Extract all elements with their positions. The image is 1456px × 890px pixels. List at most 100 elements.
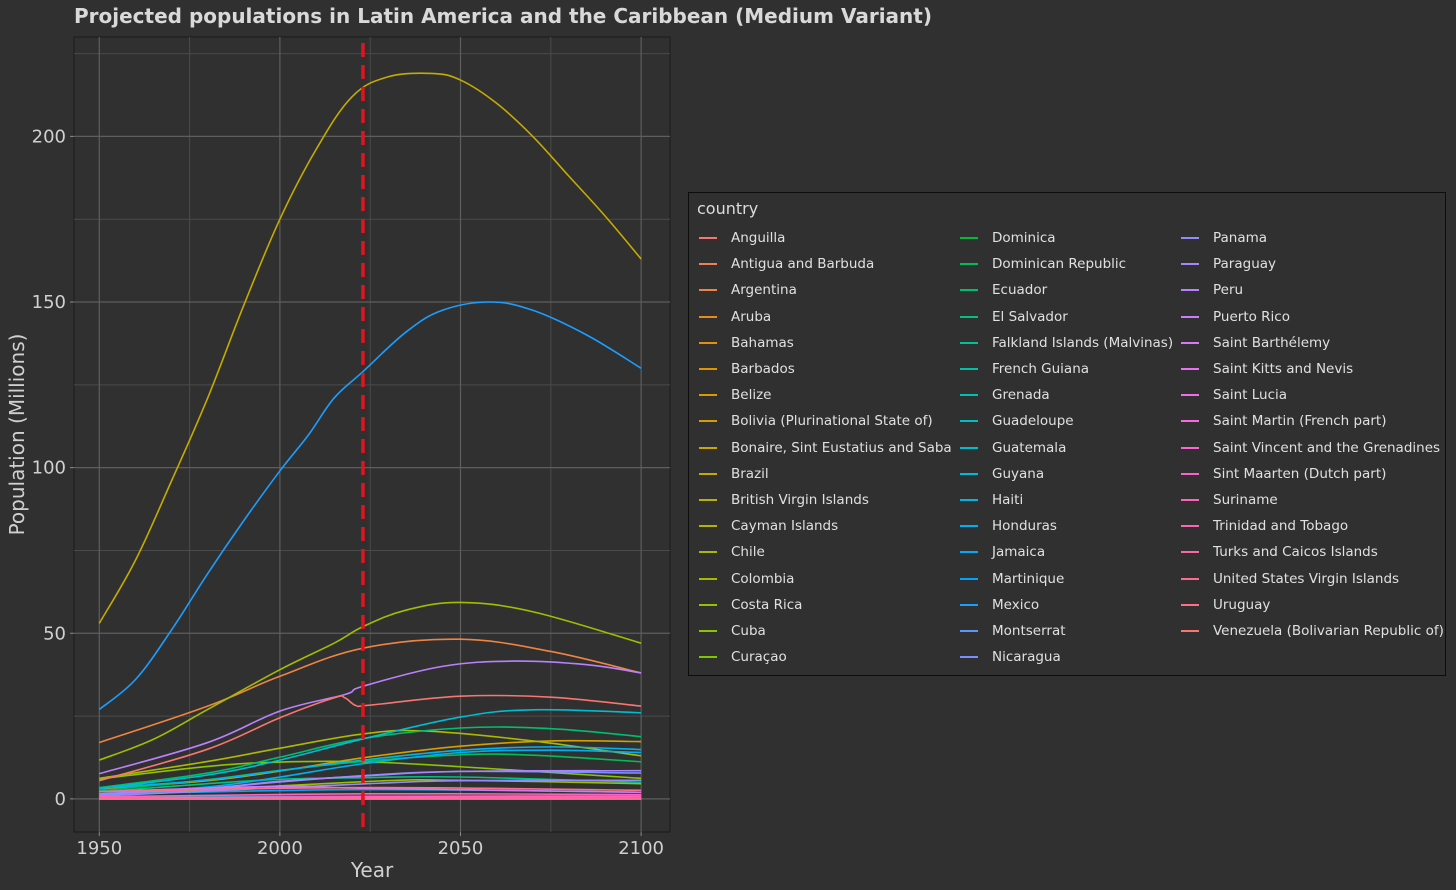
legend-key-swatch [960, 499, 978, 501]
grid [74, 37, 670, 832]
y-tick-label: 200 [32, 126, 66, 147]
legend-key-swatch [1181, 315, 1199, 318]
legend-key-swatch [1181, 551, 1199, 554]
legend-label: Colombia [731, 570, 795, 587]
legend-item-cura-ao: Curaçao [699, 646, 787, 668]
legend-item-bahamas: Bahamas [699, 332, 794, 354]
legend-key-swatch [1181, 237, 1199, 239]
legend-key-swatch [699, 630, 717, 632]
legend-key-swatch [1181, 341, 1199, 344]
series-line-puerto-rico [99, 785, 642, 794]
y-tick-label: 100 [32, 458, 66, 479]
legend-item-falkland-islands-malvinas: Falkland Islands (Malvinas) [960, 332, 1173, 354]
legend-title: country [697, 199, 759, 218]
legend-key-swatch [699, 263, 717, 266]
legend-key-swatch [1181, 289, 1199, 292]
legend-key-swatch [699, 420, 717, 423]
legend-item-aruba: Aruba [699, 306, 771, 328]
legend-key-swatch [960, 368, 978, 370]
legend-item-colombia: Colombia [699, 568, 794, 590]
legend-item-antigua-and-barbuda: Antigua and Barbuda [699, 253, 874, 275]
series-line-colombia [98, 601, 642, 761]
x-tick-label: 2100 [618, 838, 664, 859]
legend-label: Falkland Islands (Malvinas) [992, 334, 1174, 351]
legend-item-cayman-islands: Cayman Islands [699, 515, 838, 537]
legend-item-saint-barth-lemy: Saint Barthélemy [1181, 332, 1330, 354]
legend-key-swatch [1181, 446, 1199, 449]
plot-panel [73, 36, 671, 833]
legend-label: Puerto Rico [1213, 308, 1290, 325]
y-tick-label: 150 [32, 292, 66, 313]
legend-item-peru: Peru [1181, 279, 1243, 301]
legend-item-suriname: Suriname [1181, 489, 1278, 511]
chart-title: Projected populations in Latin America a… [74, 4, 932, 28]
legend-item-belize: Belize [699, 384, 771, 406]
legend-label: Belize [731, 387, 772, 404]
legend-item-mexico: Mexico [960, 594, 1039, 616]
legend-label: Nicaragua [992, 649, 1061, 666]
legend-item-paraguay: Paraguay [1181, 253, 1276, 275]
legend-key-swatch [1181, 420, 1199, 423]
legend-key-swatch [960, 263, 978, 266]
tick-labels: 1950 2000 2050 2100 0 50 100 150 200 [32, 126, 664, 859]
legend-item-el-salvador: El Salvador [960, 306, 1068, 328]
legend-key-swatch [699, 446, 717, 449]
x-tick-label: 2000 [257, 838, 303, 859]
legend-key-swatch [699, 289, 717, 292]
legend-key-swatch [699, 237, 717, 239]
y-tick-label: 50 [43, 623, 66, 644]
legend-key-swatch [960, 630, 978, 632]
legend-key-swatch [960, 446, 978, 449]
series-line-uruguay [99, 786, 642, 793]
legend-label: Saint Kitts and Nevis [1213, 361, 1354, 377]
legend-key-swatch [960, 237, 978, 239]
legend-label: Paraguay [1213, 256, 1277, 273]
legend-key-swatch [1181, 368, 1199, 370]
legend-label: Guyana [992, 465, 1045, 482]
legend-item-honduras: Honduras [960, 515, 1057, 537]
legend-label: Barbados [731, 361, 795, 377]
legend-key-swatch [699, 368, 717, 370]
legend-key-swatch [960, 394, 978, 397]
legend-key-swatch [699, 341, 717, 344]
legend-label: Guatemala [992, 439, 1067, 456]
legend-key-swatch [699, 315, 717, 318]
legend-label: Bonaire, Sint Eustatius and Saba [731, 439, 952, 456]
series-line-venezuela-bolivarian-republic-of [99, 694, 642, 782]
legend-key-swatch [699, 603, 717, 606]
legend-key-swatch [1181, 525, 1199, 528]
series-line-honduras [99, 749, 642, 795]
legend-label: Uruguay [1213, 596, 1271, 613]
legend-key-swatch [960, 289, 978, 292]
legend-item-costa-rica: Costa Rica [699, 594, 802, 616]
legend-label: Trinidad and Tobago [1213, 518, 1349, 535]
legend-label: Montserrat [992, 623, 1066, 639]
legend-item-guatemala: Guatemala [960, 437, 1066, 459]
legend-item-anguilla: Anguilla [699, 227, 785, 249]
legend-label: Curaçao [731, 649, 787, 666]
legend-label: Dominican Republic [992, 256, 1127, 273]
legend-item-trinidad-and-tobago: Trinidad and Tobago [1181, 515, 1348, 537]
legend-item-brazil: Brazil [699, 463, 769, 485]
legend-label: Costa Rica [731, 596, 803, 613]
legend-item-guadeloupe: Guadeloupe [960, 410, 1074, 432]
legend-item-bolivia-plurinational-state-of: Bolivia (Plurinational State of) [699, 410, 933, 432]
x-axis-title: Year [350, 858, 394, 882]
legend-label: Brazil [731, 465, 769, 482]
legend-key-swatch [1181, 577, 1199, 580]
y-axis-title: Population (Millions) [5, 334, 29, 536]
legend-key-swatch [699, 656, 717, 659]
legend-item-barbados: Barbados [699, 358, 795, 380]
legend-key-swatch [699, 394, 717, 397]
legend-label: Sint Maarten (Dutch part) [1213, 465, 1387, 482]
legend-key-swatch [1181, 630, 1199, 632]
legend-key-swatch [960, 656, 978, 659]
legend-label: Guadeloupe [992, 413, 1074, 430]
legend-key-swatch [1181, 263, 1199, 266]
legend-label: United States Virgin Islands [1213, 570, 1400, 587]
legend-key-swatch [1181, 394, 1199, 397]
legend-label: Turks and Caicos Islands [1213, 544, 1378, 561]
legend-label: Argentina [731, 282, 797, 299]
legend-item-sint-maarten-dutch-part: Sint Maarten (Dutch part) [1181, 463, 1386, 485]
legend-item-british-virgin-islands: British Virgin Islands [699, 489, 869, 511]
